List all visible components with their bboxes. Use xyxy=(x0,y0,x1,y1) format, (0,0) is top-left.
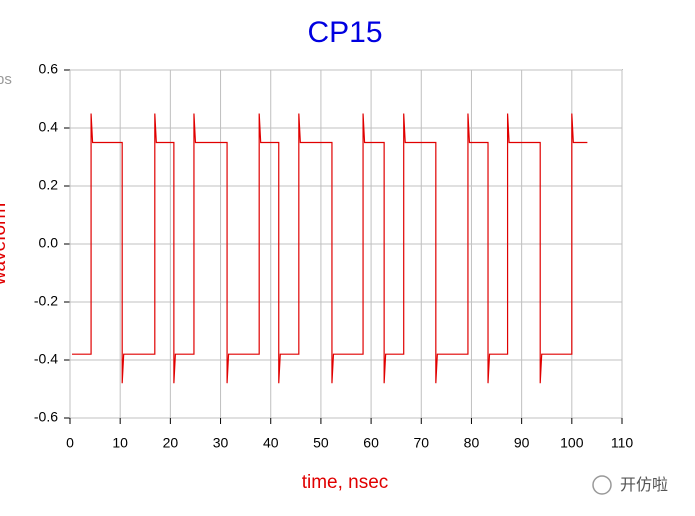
y-tick-label: 0.6 xyxy=(39,61,59,77)
y-tick-label: -0.6 xyxy=(34,409,58,425)
y-tick-label: 0.2 xyxy=(39,177,59,193)
y-tick-label: -0.4 xyxy=(34,351,58,367)
x-tick-label: 80 xyxy=(464,435,480,451)
x-tick-label: 90 xyxy=(514,435,530,451)
x-tick-label: 40 xyxy=(263,435,279,451)
x-tick-label: 70 xyxy=(413,435,429,451)
y-tick-label: 0.0 xyxy=(39,235,59,251)
x-tick-label: 60 xyxy=(363,435,379,451)
x-tick-label: 100 xyxy=(560,435,584,451)
x-tick-label: 20 xyxy=(163,435,179,451)
y-tick-label: 0.4 xyxy=(39,119,59,135)
watermark-icon xyxy=(592,475,612,495)
x-tick-label: 110 xyxy=(611,435,634,451)
x-tick-label: 0 xyxy=(66,435,74,451)
x-tick-label: 30 xyxy=(213,435,229,451)
chart-title: CP15 xyxy=(307,16,382,49)
x-tick-label: 10 xyxy=(112,435,128,451)
watermark-group: 开仿啦 xyxy=(592,475,668,495)
x-axis-label: time, nsec xyxy=(302,472,389,493)
x-tick-label: 50 xyxy=(313,435,329,451)
watermark: 开仿啦 xyxy=(620,476,668,494)
waveform-line xyxy=(72,113,588,384)
y-tick-label: -0.2 xyxy=(34,293,58,309)
y-axis-label: waveform xyxy=(0,203,10,286)
annotation: bs xyxy=(0,71,12,88)
